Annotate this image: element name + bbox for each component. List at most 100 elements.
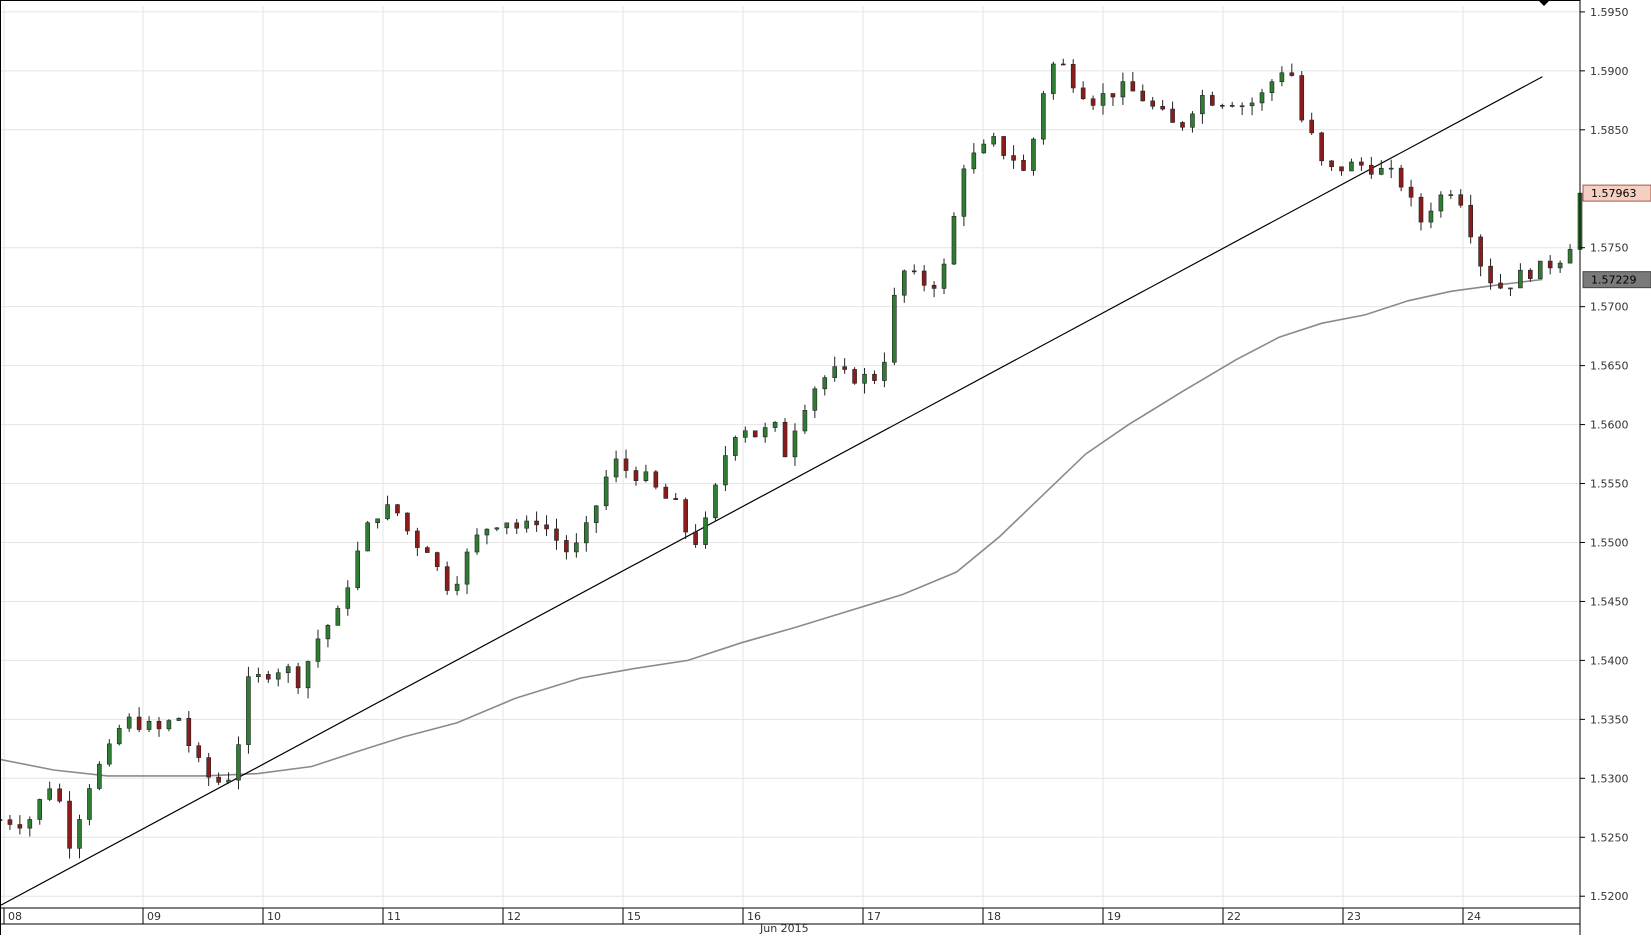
bull-candle [901, 270, 907, 296]
bull-candle [1567, 249, 1573, 264]
bull-candle [1200, 95, 1205, 115]
bull-candle [812, 388, 818, 411]
bear-candle [1359, 161, 1364, 166]
bear-candle [1319, 132, 1324, 162]
scroll-marker-icon [1538, 0, 1550, 6]
bull-candle [1518, 269, 1523, 289]
bull-candle [87, 788, 92, 820]
bull-candle [802, 410, 808, 432]
bull-candle [37, 799, 43, 820]
y-tick-label: 1.5650 [1590, 360, 1629, 373]
bull-candle [305, 661, 311, 689]
bull-candle [116, 727, 122, 745]
bear-candle [1478, 236, 1483, 267]
ma-price-tag [1582, 271, 1651, 289]
bull-candle [246, 676, 251, 745]
bull-candle [772, 421, 778, 428]
bull-candle [1378, 167, 1384, 175]
x-tick-label: 09 [147, 910, 161, 923]
bear-candle [295, 666, 301, 689]
bull-candle [1120, 81, 1126, 98]
bull-candle [1349, 161, 1354, 172]
bull-candle [47, 788, 52, 800]
bear-candle [752, 430, 758, 438]
bear-candle [395, 504, 400, 514]
y-tick-label: 1.5600 [1590, 419, 1629, 432]
bull-candle [226, 779, 231, 783]
bull-candle [593, 505, 599, 523]
bull-candle [971, 152, 977, 170]
y-tick-label: 1.5500 [1590, 536, 1629, 549]
bull-candle [256, 674, 261, 677]
bull-candle [723, 455, 728, 486]
bull-candle [991, 136, 997, 145]
y-tick-label: 1.5450 [1590, 595, 1629, 608]
x-axis-title: Jun 2015 [759, 922, 809, 935]
bear-candle [683, 499, 688, 533]
bear-candle [1547, 260, 1553, 269]
y-tick-label: 1.5200 [1590, 890, 1629, 903]
x-tick-label: 16 [747, 910, 761, 923]
bear-candle [931, 284, 937, 289]
bear-candle [1498, 282, 1503, 289]
bear-candle [1329, 160, 1334, 168]
bear-candle [7, 819, 13, 825]
bear-candle [693, 531, 698, 545]
bear-candle [216, 776, 221, 783]
bull-candle [107, 743, 112, 765]
moving-average-layer [0, 278, 1543, 777]
bull-candle [166, 720, 172, 730]
last-price-tag [1582, 184, 1651, 202]
bull-candle [126, 716, 132, 729]
bear-candle [196, 745, 202, 758]
bull-candle [97, 763, 102, 789]
x-tick-label: 10 [267, 910, 281, 923]
bull-candle [365, 522, 370, 552]
y-tick-label: 1.5750 [1590, 242, 1629, 255]
bull-candle [275, 672, 281, 680]
x-tick-label: 11 [387, 910, 401, 923]
bear-candle [534, 520, 539, 526]
bear-candle [1011, 155, 1016, 161]
x-tick-label: 15 [627, 910, 641, 923]
bull-candle [981, 143, 987, 154]
last-price-label: 1.57963 [1591, 187, 1637, 200]
y-tick-label: 1.5550 [1590, 478, 1629, 491]
bear-candle [1080, 87, 1086, 100]
bull-candle [176, 717, 182, 721]
bull-candle [325, 625, 331, 640]
bull-candle [385, 504, 390, 520]
bear-candle [514, 522, 520, 529]
bull-candle [832, 366, 838, 378]
x-tick-label: 22 [1227, 910, 1241, 923]
bear-candle [872, 373, 877, 381]
bear-candle [1130, 81, 1136, 92]
bear-candle [1229, 105, 1235, 107]
bear-candle [1180, 122, 1185, 128]
bull-candle [862, 373, 867, 384]
bull-candle [355, 550, 361, 589]
candles-layer [0, 58, 1583, 859]
y-tick-label: 1.5900 [1590, 65, 1629, 78]
bear-candle [1090, 98, 1096, 106]
bear-candle [623, 458, 629, 471]
bull-candle [951, 216, 957, 265]
bear-candle [206, 757, 211, 778]
bull-candle [494, 527, 500, 530]
bear-candle [444, 566, 450, 591]
bear-candle [415, 530, 420, 548]
bear-candle [1339, 166, 1344, 172]
bull-candle [77, 819, 82, 849]
bear-candle [1070, 63, 1076, 89]
bull-candle [762, 427, 768, 438]
price-marker-layer: 1.57963 1.57229 [1582, 184, 1651, 289]
bear-candle [1219, 105, 1225, 107]
bull-candle [742, 430, 748, 438]
bull-candle [454, 583, 460, 591]
bear-candle [1110, 93, 1116, 98]
bear-candle [1140, 90, 1146, 102]
bear-candle [1170, 108, 1175, 123]
bear-candle [564, 540, 569, 553]
